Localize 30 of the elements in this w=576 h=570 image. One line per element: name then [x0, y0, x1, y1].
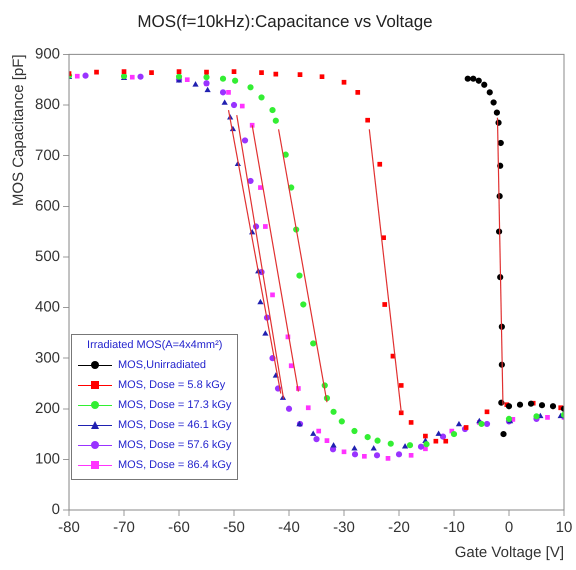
- legend-label: MOS, Dose = 57.6 kGy: [118, 439, 232, 451]
- x-tick-label: -20: [388, 519, 410, 536]
- legend-title: Irradiated MOS(A=4x4mm²): [86, 339, 224, 351]
- y-tick-label: 700: [34, 146, 60, 164]
- y-tick-label: 200: [34, 400, 60, 417]
- x-tick-label: -80: [58, 519, 80, 536]
- y-tick-label: 800: [34, 96, 60, 114]
- y-tick-label: 400: [34, 298, 60, 316]
- y-tick-label: 300: [34, 349, 60, 366]
- legend-label: MOS, Dose = 17.3 kGy: [118, 399, 232, 411]
- x-tick-label: -70: [113, 519, 135, 536]
- legend-label: MOS, Dose = 46.1 kGy: [118, 419, 232, 431]
- x-tick-label: -40: [278, 519, 300, 536]
- legend-label: MOS, Dose = 5.8 kGy: [118, 379, 226, 391]
- x-tick-label: -50: [223, 519, 245, 536]
- y-tick-label: 900: [34, 46, 60, 63]
- y-tick-label: 100: [34, 450, 60, 468]
- y-tick-label: 500: [34, 248, 60, 266]
- chart-title: MOS(f=10kHz):Capacitance vs Voltage: [137, 12, 433, 31]
- x-axis-title: Gate Voltage [V]: [454, 544, 564, 562]
- y-tick-label: 600: [34, 197, 60, 214]
- x-tick-label: -30: [333, 519, 355, 536]
- x-tick-label: 0: [504, 519, 514, 536]
- x-tick-label: 10: [556, 519, 572, 536]
- x-tick-label: -10: [443, 519, 465, 536]
- y-tick-label: 0: [52, 501, 60, 518]
- y-axis-title: MOS Capacitance [pF]: [10, 54, 28, 206]
- x-tick-label: -60: [168, 519, 190, 536]
- legend-label: MOS,Unirradiated: [118, 359, 206, 371]
- legend-label: MOS, Dose = 86.4 kGy: [118, 459, 232, 471]
